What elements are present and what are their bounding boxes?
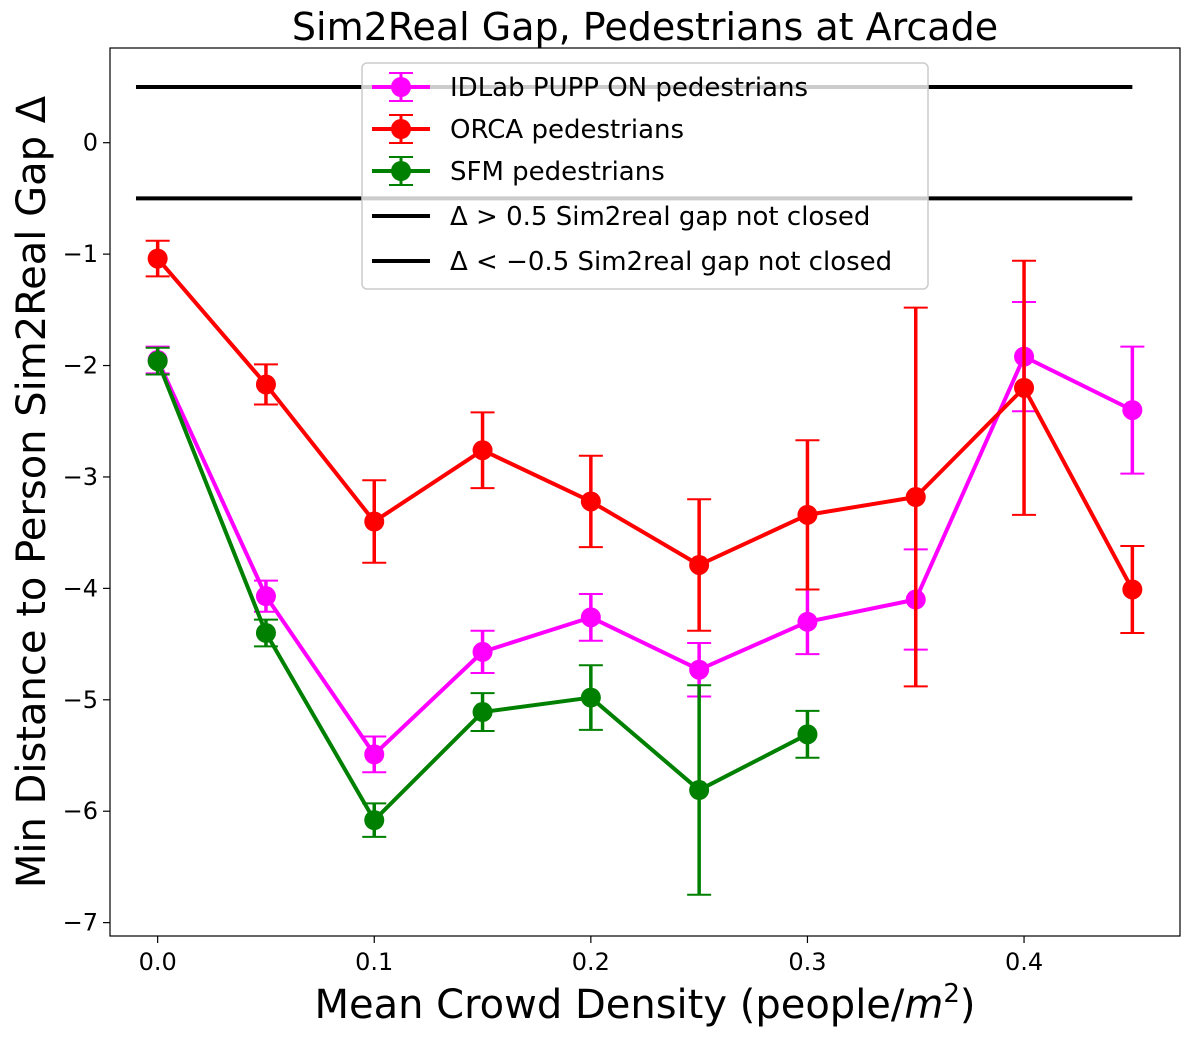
data-point [255, 622, 276, 643]
y-tick-label: 0 [83, 129, 98, 157]
data-point [364, 744, 385, 765]
y-tick-label: −1 [63, 240, 98, 268]
legend-marker [391, 161, 411, 181]
data-point [472, 641, 493, 662]
data-point [689, 659, 710, 680]
x-axis-label-text: Mean Crowd Density (people/ [314, 982, 904, 1028]
plot-frame [109, 47, 1181, 937]
legend-marker [391, 77, 411, 97]
series-line [155, 354, 1134, 757]
data-point [580, 687, 601, 708]
legend-label: ORCA pedestrians [450, 115, 684, 145]
data-point [147, 248, 168, 269]
x-axis-label-unit-exp: 2 [943, 979, 960, 1009]
x-tick-label: 0.3 [788, 948, 826, 976]
x-tick-label: 0.4 [1005, 948, 1043, 976]
data-point [147, 351, 168, 372]
series-group [145, 239, 1145, 688]
y-tick-label: −4 [63, 574, 98, 602]
y-tick-label: −2 [63, 352, 98, 380]
data-point [255, 586, 276, 607]
legend-box [361, 62, 929, 290]
data-point [472, 702, 493, 723]
data-point [364, 511, 385, 532]
data-point [797, 504, 818, 525]
data-point [905, 487, 926, 508]
data-point [580, 607, 601, 628]
tick-layer: 0.0 0.1 0.2 0.3 0.4 −7 −6 −5 −4 −3 −2 −1 0 [63, 129, 1044, 976]
y-tick-label: −3 [63, 463, 98, 491]
chart-title: Sim2Real Gap, Pedestrians at Arcade [292, 5, 998, 49]
legend-label: SFM pedestrians [450, 157, 665, 187]
x-axis-label: Mean Crowd Density (people/m2) [314, 979, 975, 1028]
series-group [145, 346, 820, 896]
data-point [1014, 377, 1035, 398]
series-layer [145, 239, 1145, 896]
legend-label: Δ > 0.5 Sim2real gap not closed [450, 202, 870, 232]
x-axis-label-unit-base: m [904, 982, 943, 1028]
legend-label: Δ < −0.5 Sim2real gap not closed [450, 247, 892, 277]
data-point [689, 780, 710, 801]
data-point [364, 810, 385, 831]
legend: IDLab PUPP ON pedestrians ORCA pedestrian… [361, 62, 929, 290]
data-point [797, 611, 818, 632]
data-point [797, 724, 818, 745]
data-point [1122, 579, 1143, 600]
data-point [1122, 400, 1143, 421]
y-tick-label: −5 [63, 686, 98, 714]
x-tick-label: 0.2 [572, 948, 610, 976]
data-point [472, 440, 493, 461]
data-point [255, 374, 276, 395]
y-tick-label: −7 [63, 909, 98, 937]
y-tick-label: −6 [63, 797, 98, 825]
series-line [156, 257, 1135, 591]
legend-label: IDLab PUPP ON pedestrians [450, 73, 808, 103]
y-axis-label: Min Distance to Person Sim2Real Gap Δ [9, 95, 55, 888]
legend-marker [391, 119, 411, 139]
data-point [580, 491, 601, 512]
x-tick-label: 0.1 [355, 948, 393, 976]
x-axis-label-suffix: ) [960, 982, 976, 1028]
data-point [689, 554, 710, 575]
x-tick-label: 0.0 [139, 948, 177, 976]
